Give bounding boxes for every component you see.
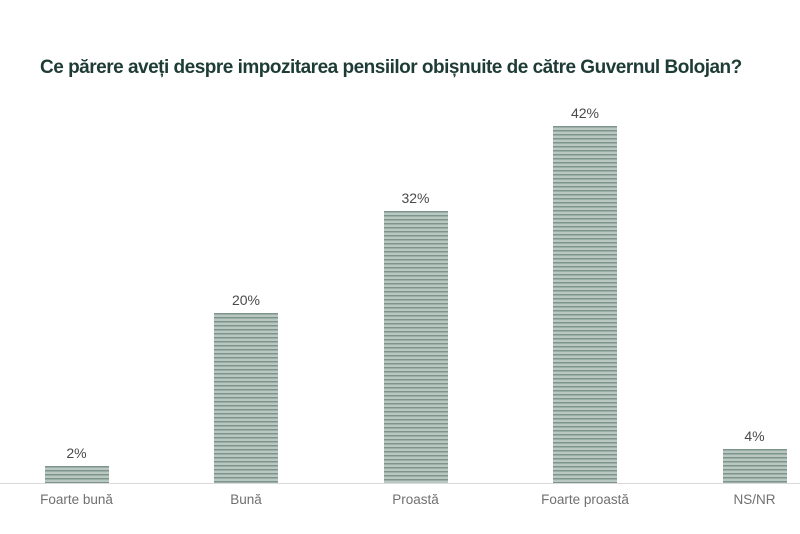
bar-ns-nr [722,449,787,483]
bar-foarte-buna [44,466,109,483]
x-axis-label-foarte-proasta: Foarte proastă [541,492,629,507]
chart-title: Ce părere aveți despre impozitarea pensi… [40,57,742,78]
bar-value-label-proasta: 32% [401,190,430,206]
bar-value-label-foarte-buna: 2% [66,445,87,461]
x-axis-label-ns-nr: NS/NR [733,492,776,507]
x-axis-line [0,483,800,484]
bar-foarte-proasta [553,126,617,483]
bar-value-label-buna: 20% [231,292,261,308]
bar-value-label-foarte-proasta: 42% [570,105,600,121]
bar-buna [214,313,278,483]
bar-proasta [383,211,448,483]
plot-area: 2% Foarte bună 20% Bună 32% Proastă 42% Foarte … [40,105,787,507]
x-axis-label-foarte-buna: Foarte bună [40,492,113,507]
x-axis-label-proasta: Proastă [392,492,439,507]
x-axis-label-buna: Bună [230,492,262,507]
bar-value-label-ns-nr: 4% [744,428,765,444]
